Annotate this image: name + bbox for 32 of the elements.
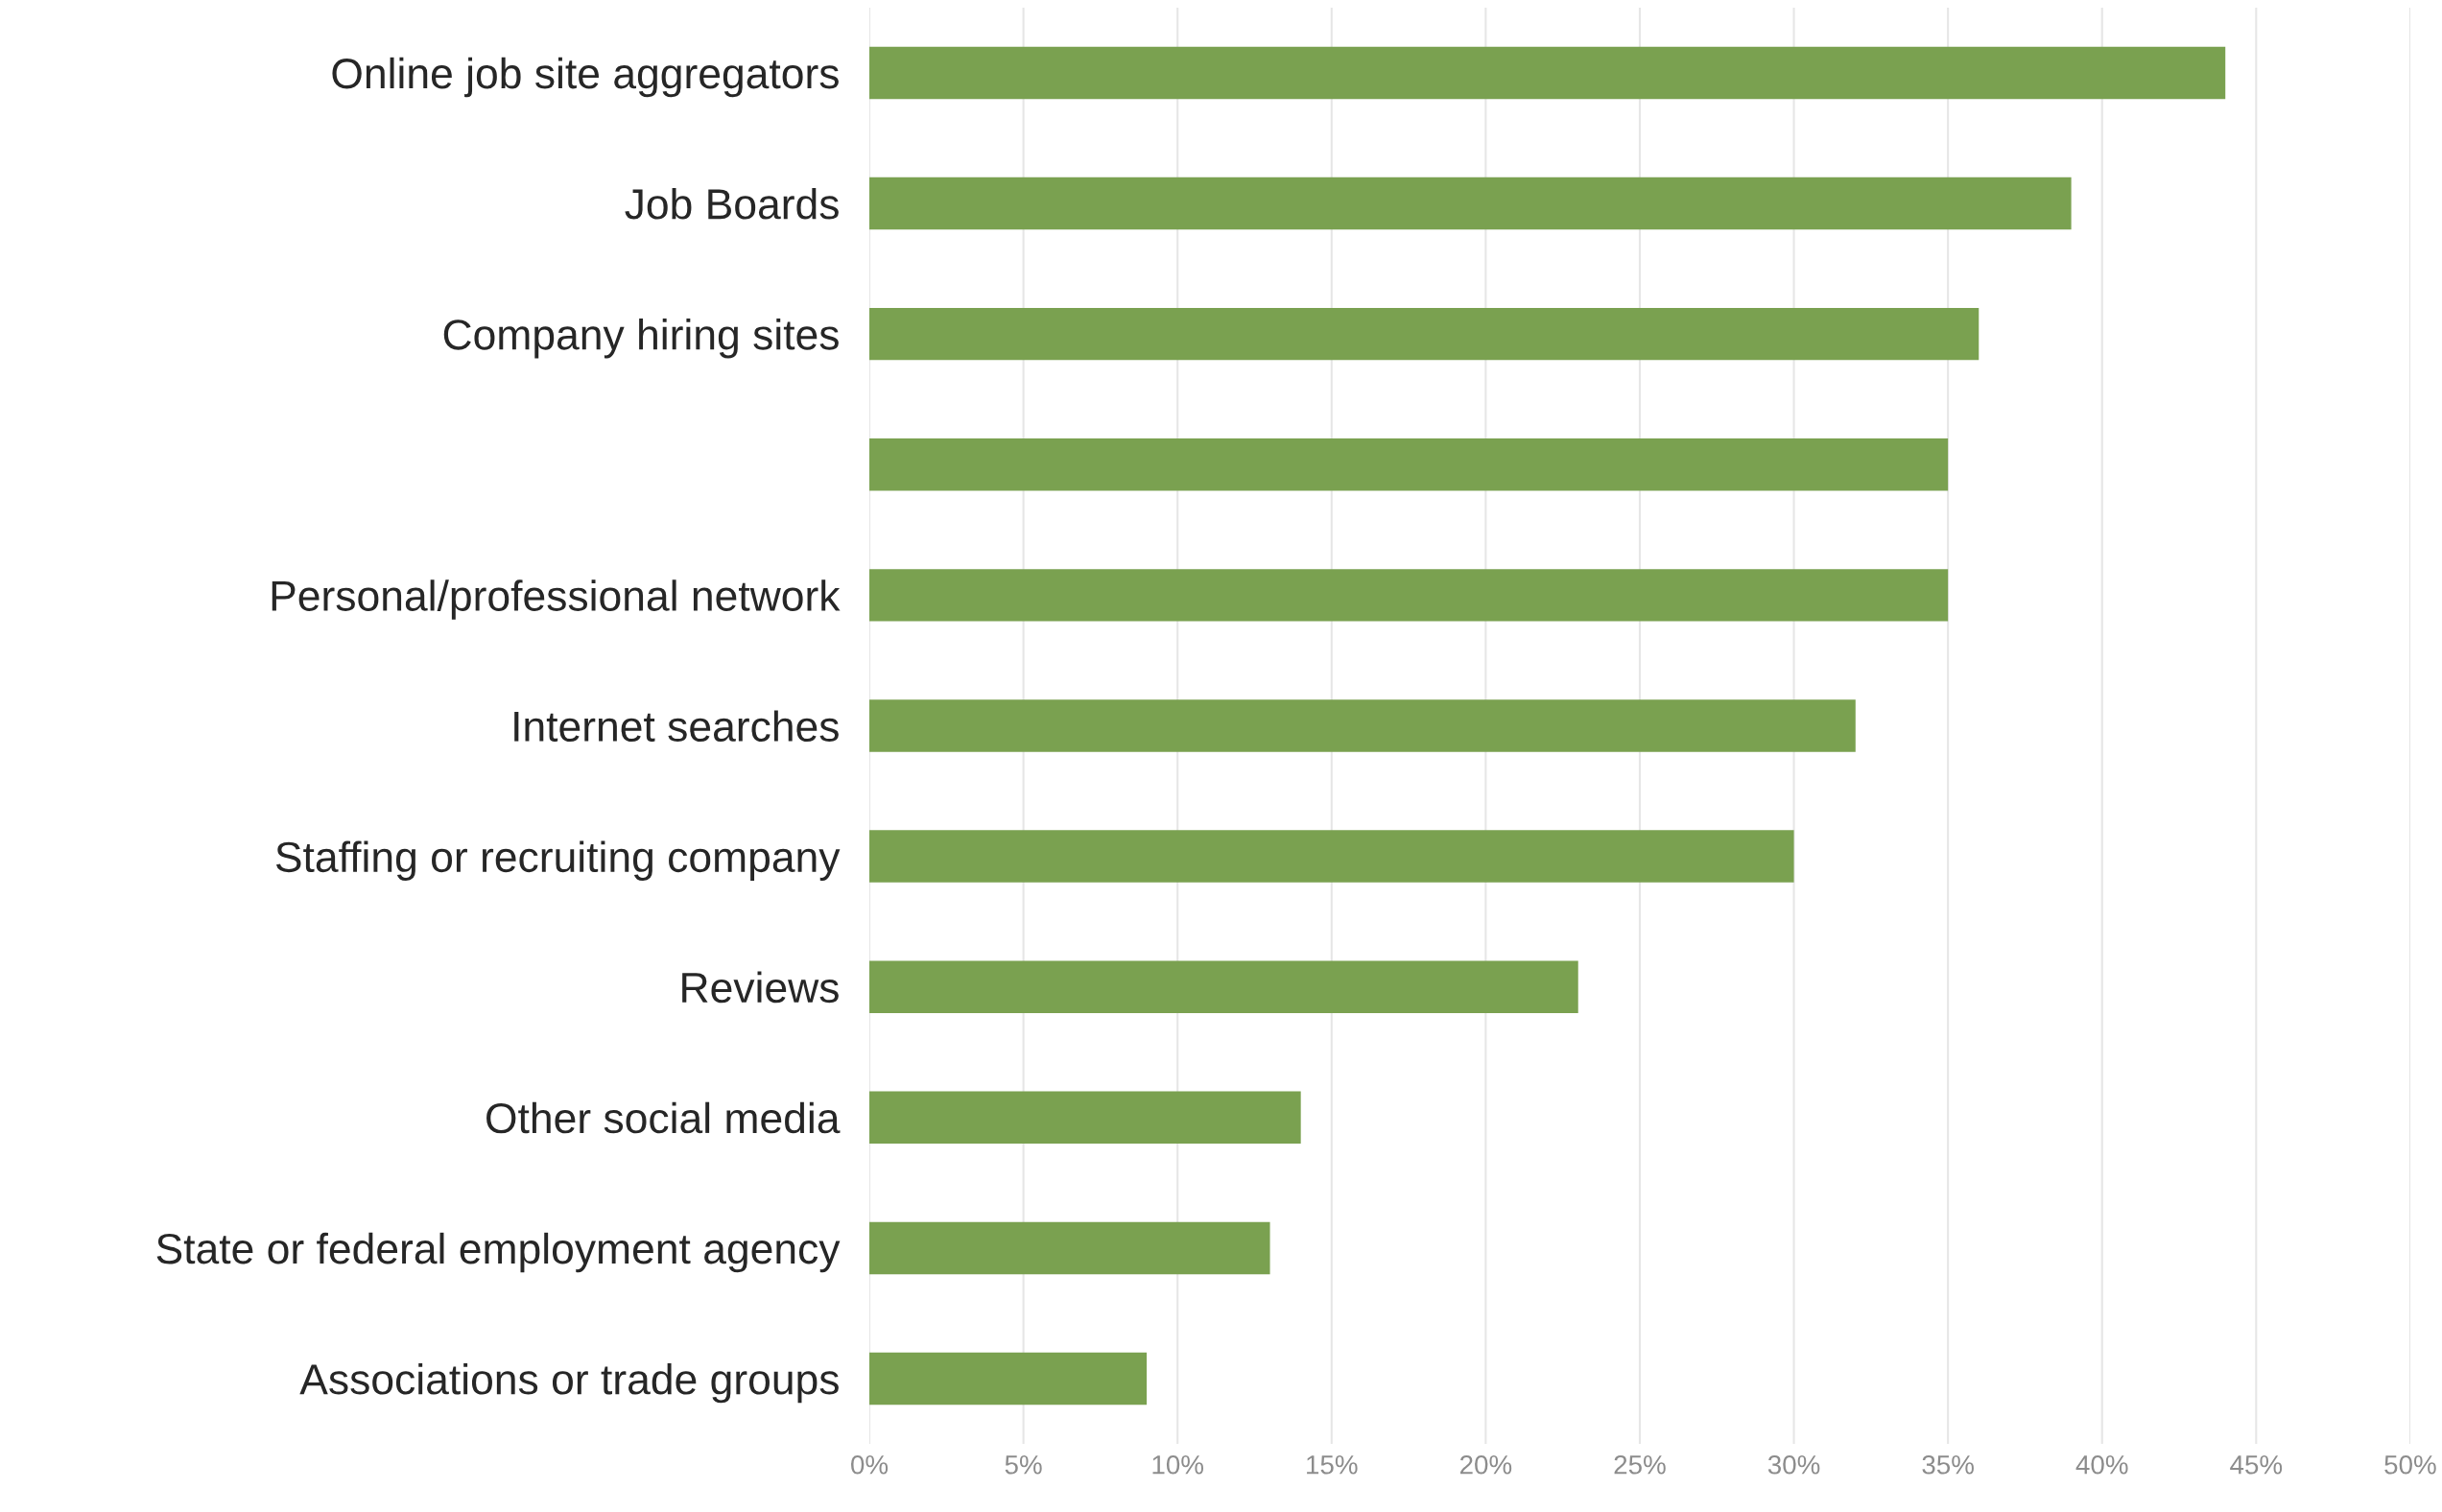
y-tick-label: Associations or trade groups bbox=[299, 1362, 839, 1404]
x-tick-label: 15% bbox=[1307, 1455, 1358, 1475]
x-tick-label: 45% bbox=[2230, 1455, 2283, 1475]
y-tick-label: Reviews bbox=[682, 971, 839, 1004]
x-tick-label: 25% bbox=[1614, 1454, 1666, 1475]
bar bbox=[869, 177, 2072, 230]
x-tick-label: 5% bbox=[1005, 1455, 1042, 1475]
y-tick-label: Online job site aggregators bbox=[332, 57, 839, 98]
bar bbox=[869, 1352, 1148, 1406]
bar bbox=[869, 830, 1794, 883]
bar bbox=[869, 960, 1578, 1013]
x-tick-label: 10% bbox=[1152, 1454, 1204, 1475]
y-tick-label: Job Boards bbox=[625, 187, 839, 220]
bar bbox=[869, 1091, 1301, 1145]
x-tick-label: 40% bbox=[2075, 1454, 2128, 1475]
x-tick-label: 50% bbox=[2384, 1454, 2436, 1475]
y-tick-label: Personal/professional network bbox=[272, 579, 841, 620]
x-tick-label: 30% bbox=[1767, 1454, 1820, 1475]
bar bbox=[869, 1221, 1270, 1275]
bar bbox=[869, 699, 1856, 752]
x-tick-label: 20% bbox=[1459, 1454, 1512, 1475]
x-tick-label: 0% bbox=[851, 1454, 889, 1475]
y-tick-label: State or federal employment agency bbox=[156, 1232, 841, 1273]
bar bbox=[869, 46, 2226, 100]
bar bbox=[869, 438, 1949, 491]
y-tick-label: Company hiring sites bbox=[443, 319, 839, 359]
bar bbox=[869, 307, 1980, 361]
bar bbox=[869, 569, 1949, 622]
x-tick-label: 35% bbox=[1922, 1454, 1974, 1475]
y-tick-label: Internet searches bbox=[514, 710, 839, 743]
y-tick-label: Other social media bbox=[486, 1101, 841, 1134]
y-tick-label: Staffing or recruiting company bbox=[275, 840, 841, 881]
